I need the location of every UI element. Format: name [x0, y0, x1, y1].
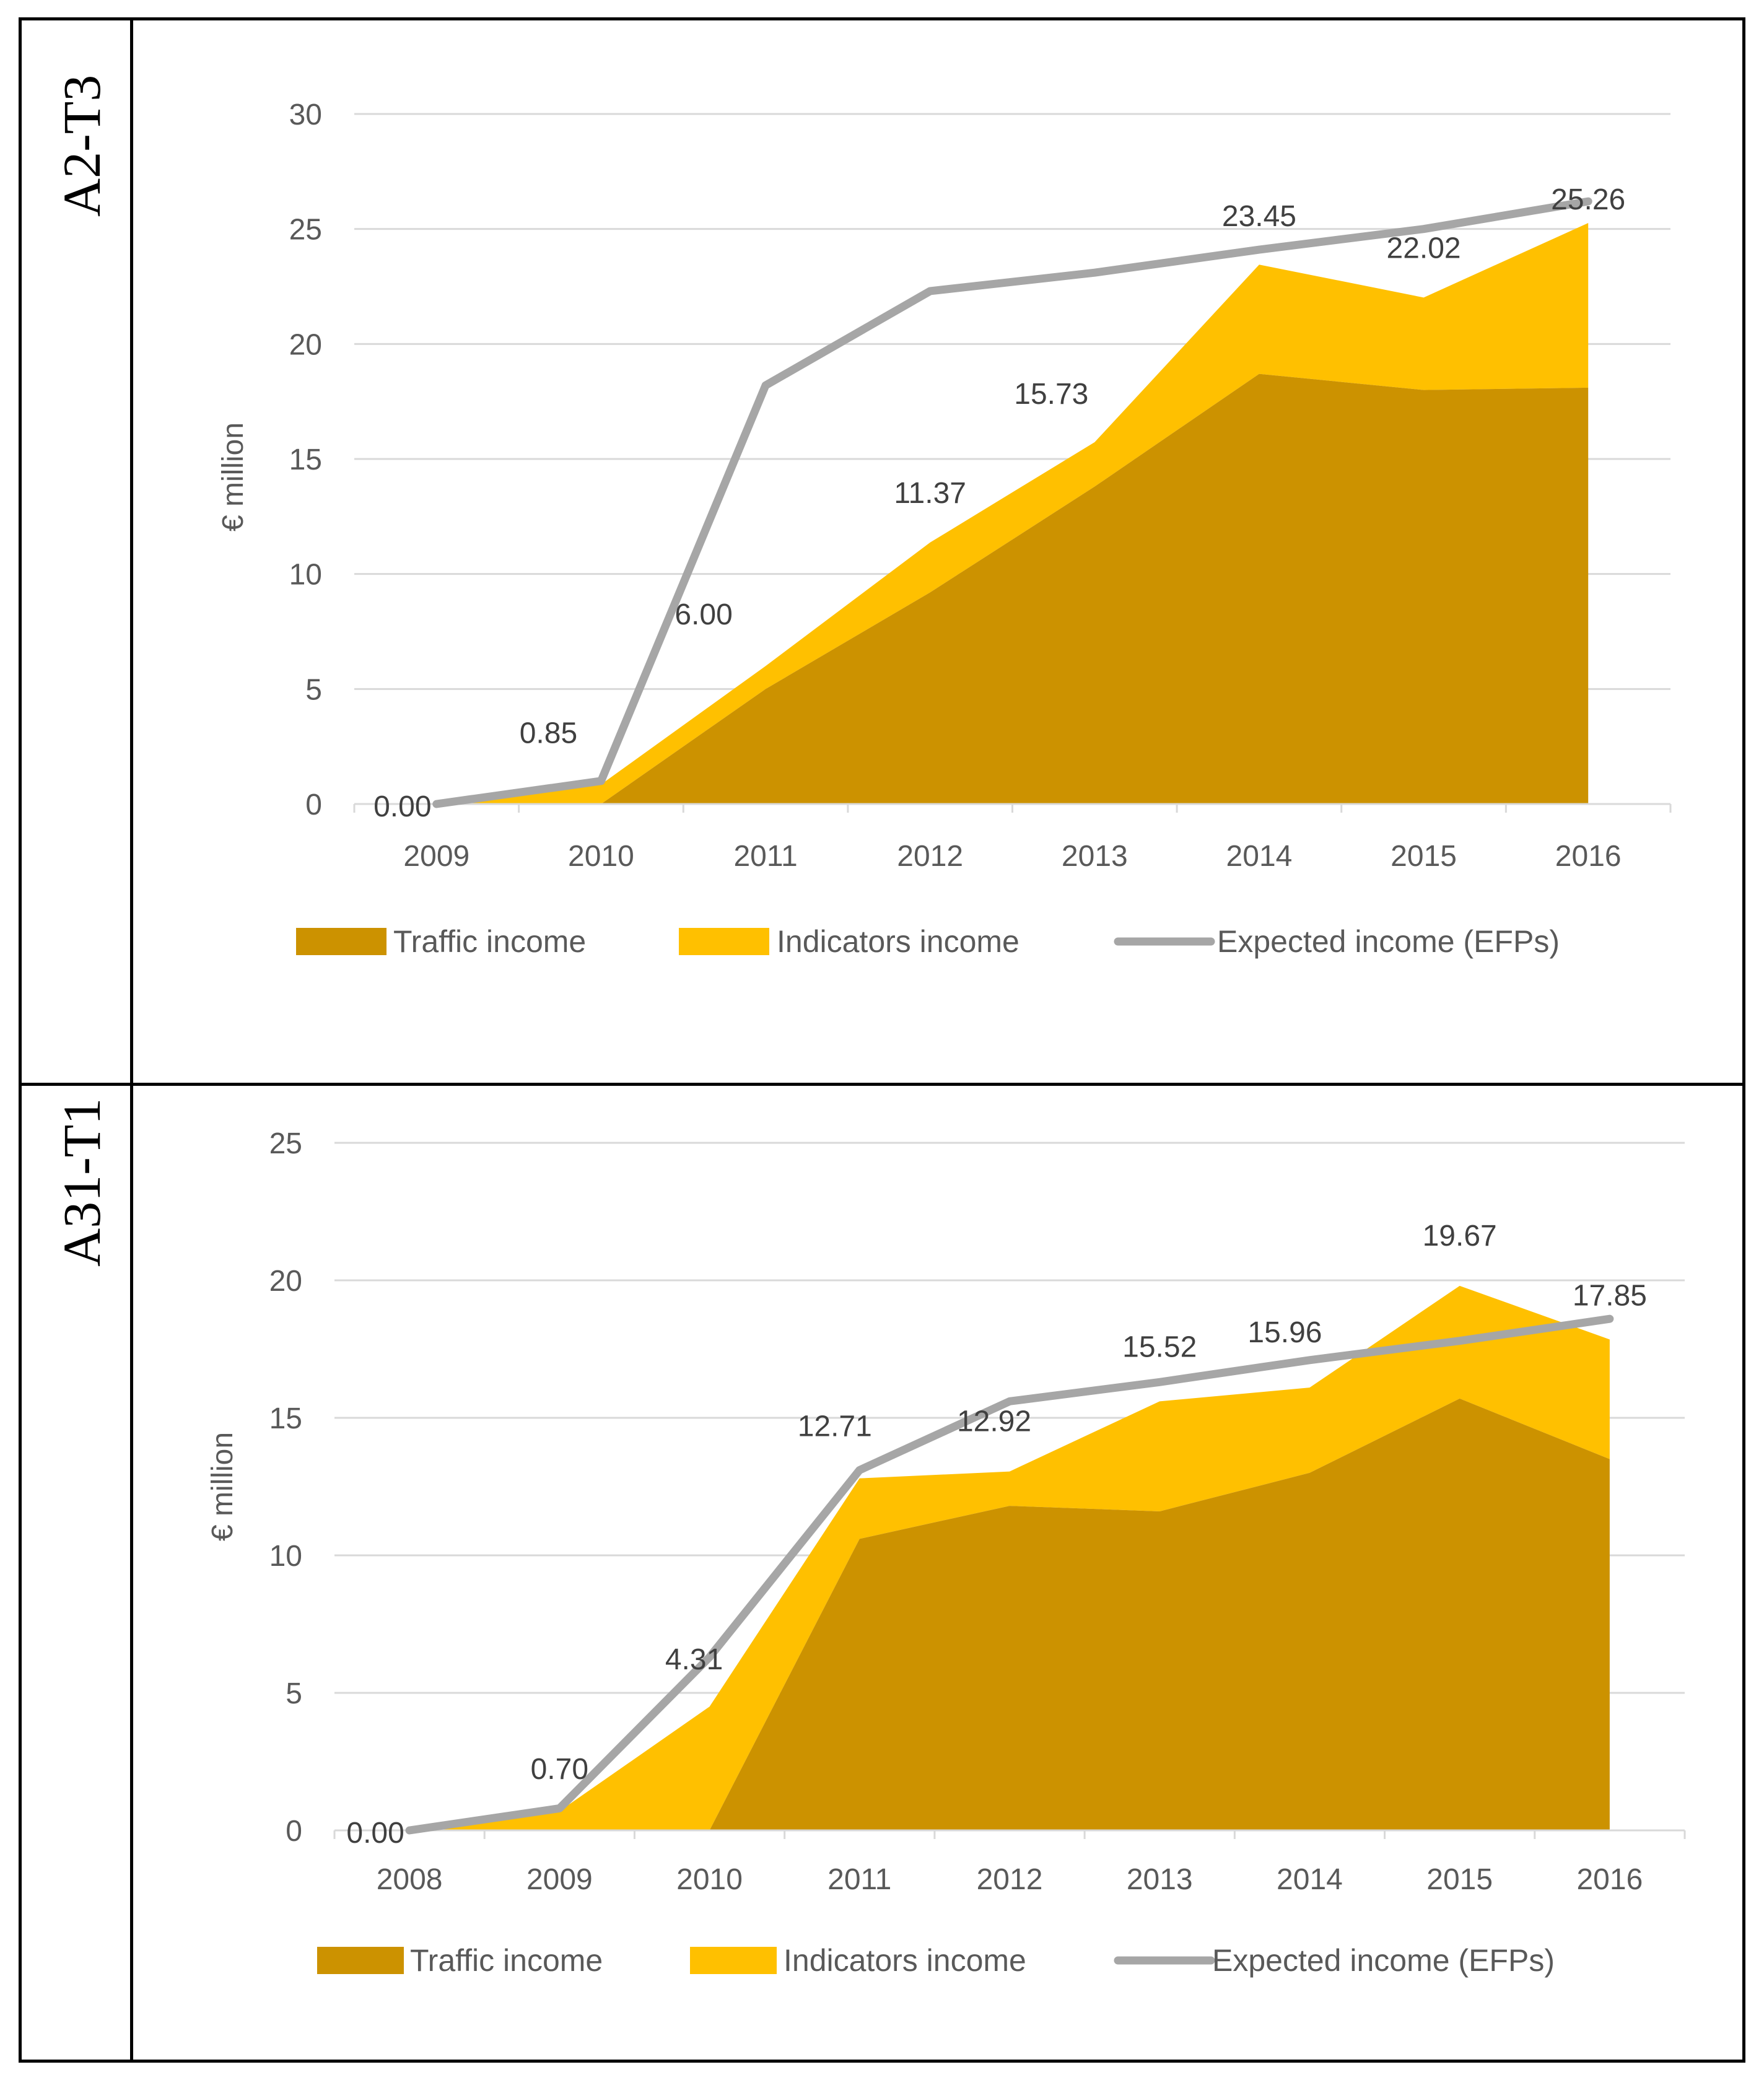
- chart1-y-tick-label: 30: [289, 98, 322, 131]
- chart2-data-label: 19.67: [1423, 1220, 1497, 1252]
- chart2-y-tick-label: 20: [269, 1265, 302, 1298]
- chart1-data-label: 15.73: [1014, 378, 1088, 411]
- chart1-legend-label: Traffic income: [393, 924, 586, 959]
- chart1-y-tick-label: 25: [289, 214, 322, 247]
- chart1-data-label: 23.45: [1222, 200, 1296, 233]
- chart2-x-tick-label: 2009: [526, 1863, 593, 1896]
- chart2-legend-swatch-indicators-income: [690, 1947, 777, 1974]
- chart2-x-tick-label: 2012: [977, 1863, 1043, 1896]
- chart2-area-traffic-income: [409, 1398, 1610, 1830]
- chart2-y-tick-label: 25: [269, 1127, 302, 1160]
- chart2-x-tick-label: 2011: [827, 1863, 891, 1896]
- chart1-data-label: 11.37: [894, 477, 966, 510]
- chart1-x-tick-label: 2013: [1062, 840, 1128, 873]
- chart1-legend-label: Indicators income: [777, 924, 1020, 959]
- chart1-y-tick-label: 15: [289, 444, 322, 476]
- chart2-x-tick-label: 2015: [1426, 1863, 1493, 1896]
- chart2-data-label: 0.70: [531, 1753, 588, 1786]
- chart1-x-tick-label: 2015: [1391, 840, 1457, 873]
- chart1-x-tick-label: 2014: [1226, 840, 1293, 873]
- chart2-x-tick-label: 2010: [676, 1863, 743, 1896]
- chart2-y-axis-title: € million: [206, 1432, 239, 1541]
- chart2-y-tick-label: 15: [269, 1402, 302, 1435]
- chart1-y-tick-label: 10: [289, 559, 322, 592]
- chart1-y-tick-label: 20: [289, 328, 322, 361]
- chart2-legend-label: Indicators income: [784, 1943, 1026, 1978]
- chart2-legend-label: Traffic income: [410, 1943, 603, 1978]
- chart2-line-expected-income: [405, 1314, 1614, 1835]
- chart1-area-indicators-income: [436, 223, 1589, 805]
- chart1-legend-swatch-indicators-income: [679, 928, 769, 955]
- chart1-y-tick-label: 0: [305, 789, 322, 821]
- chart2-data-label: 12.92: [957, 1405, 1031, 1438]
- chart1-legend-label: Expected income (EFPs): [1217, 924, 1560, 959]
- chart1-x-tick-label: 2011: [733, 840, 797, 873]
- chart2-x-tick-label: 2008: [377, 1863, 443, 1896]
- chart1-data-label: 25.26: [1551, 183, 1625, 216]
- chart1-data-label: 0.00: [373, 790, 431, 823]
- chart2-y-tick-label: 5: [286, 1677, 302, 1710]
- chart2-data-label: 0.00: [346, 1817, 404, 1850]
- label-column-divider: [130, 20, 133, 2060]
- chart2-x-tick-label: 2016: [1576, 1863, 1643, 1896]
- chart1-x-tick-label: 2012: [897, 840, 963, 873]
- chart2-y-tick-label: 0: [286, 1815, 302, 1848]
- chart2-data-label: 12.71: [798, 1410, 872, 1443]
- chart2-legend-swatch-traffic-income: [317, 1947, 404, 1974]
- chart1-line-expected-income: [432, 197, 1592, 808]
- chart2-x-tick-label: 2014: [1277, 1863, 1343, 1896]
- chart1-y-axis-title: € million: [217, 422, 250, 531]
- chart2-data-label: 17.85: [1573, 1279, 1647, 1312]
- chart2-x-tick-label: 2013: [1127, 1863, 1193, 1896]
- chart2-legend-label: Expected income (EFPs): [1212, 1943, 1555, 1978]
- figure-frame: [19, 17, 1745, 2063]
- chart2-data-label: 15.52: [1122, 1331, 1197, 1363]
- chart1-y-tick-label: 5: [305, 673, 322, 706]
- chart1-data-label: 6.00: [675, 598, 732, 631]
- chart2-data-label: 4.31: [665, 1643, 723, 1676]
- panel-divider: [22, 1083, 1742, 1086]
- chart2-data-label: 15.96: [1247, 1316, 1322, 1349]
- chart1-x-tick-label: 2010: [568, 840, 634, 873]
- chart1-data-label: 0.85: [520, 717, 577, 749]
- chart2-y-tick-label: 10: [269, 1540, 302, 1573]
- chart1-area-traffic-income: [436, 374, 1589, 804]
- chart1-legend-swatch-traffic-income: [296, 928, 386, 955]
- chart2-area-indicators-income: [409, 1285, 1610, 1830]
- chart1-x-tick-label: 2009: [403, 840, 469, 873]
- chart1-data-label: 22.02: [1387, 232, 1461, 264]
- chart1-x-tick-label: 2016: [1555, 840, 1622, 873]
